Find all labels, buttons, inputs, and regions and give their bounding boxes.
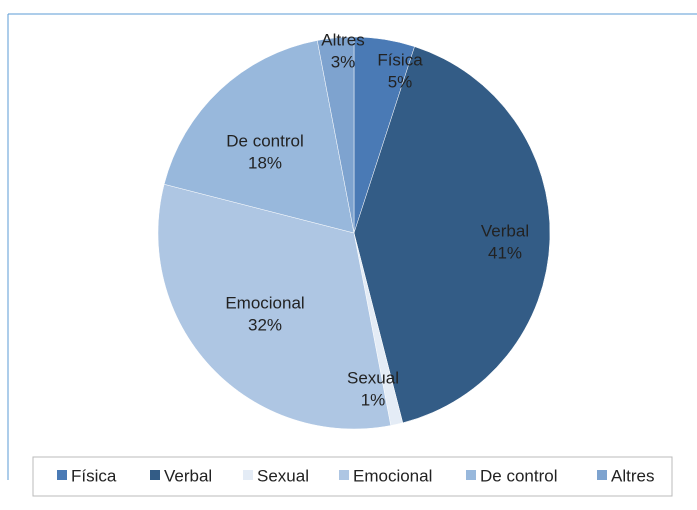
legend-label: Emocional <box>353 466 432 485</box>
pie-slice <box>163 40 355 234</box>
slice-label: Verbal <box>481 221 529 240</box>
slice-value: 5% <box>388 72 413 91</box>
slice-label: Altres <box>321 30 364 49</box>
legend-label: Sexual <box>257 466 309 485</box>
legend-swatch <box>466 470 476 480</box>
legend-swatch <box>150 470 160 480</box>
slice-value: 18% <box>248 153 282 172</box>
legend-label: Verbal <box>164 466 212 485</box>
slice-value: 1% <box>361 390 386 409</box>
pie-slice <box>157 183 392 430</box>
pie-slice <box>316 36 355 234</box>
slice-value: 32% <box>248 315 282 334</box>
pie-slice <box>353 46 551 424</box>
legend-label: De control <box>480 466 557 485</box>
slice-label: Física <box>377 50 423 69</box>
legend-swatch <box>339 470 349 480</box>
slice-value: 3% <box>331 52 356 71</box>
legend-swatch <box>597 470 607 480</box>
legend-label: Altres <box>611 466 654 485</box>
legend-swatch <box>57 470 67 480</box>
legend-box <box>32 456 673 497</box>
slice-value: 41% <box>488 243 522 262</box>
slice-label: Emocional <box>225 293 304 312</box>
slice-label: De control <box>226 131 303 150</box>
legend-swatch <box>243 470 253 480</box>
slice-label: Sexual <box>347 368 399 387</box>
legend-label: Física <box>71 466 117 485</box>
